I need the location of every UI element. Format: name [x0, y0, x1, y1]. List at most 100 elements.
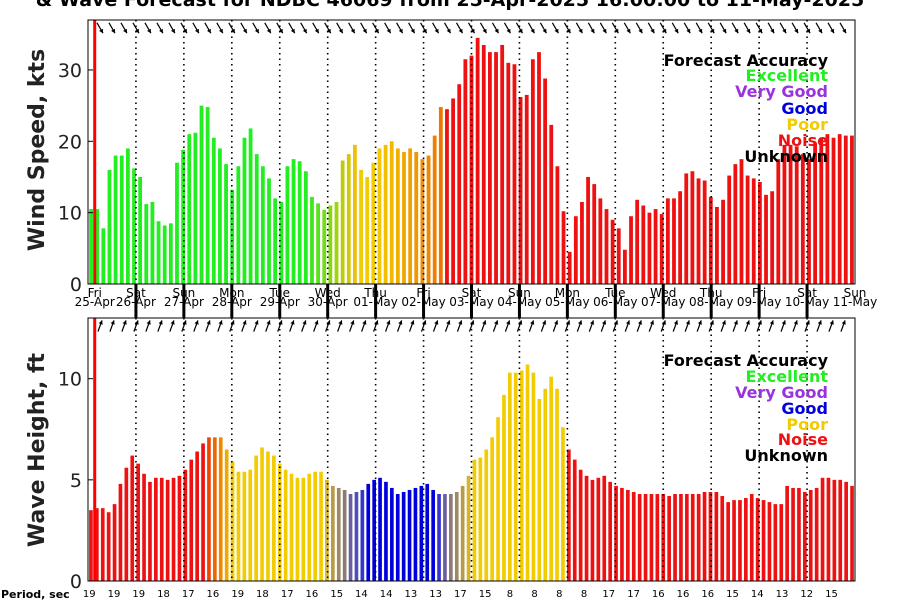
wind-bar [807, 159, 811, 284]
wave-bar [513, 372, 518, 581]
wind-bar [377, 148, 382, 284]
direction-arrow-icon [96, 22, 104, 34]
wave-ylabel: Wave Height, ft [25, 352, 50, 547]
wave-bar [100, 508, 105, 581]
wave-bar [254, 455, 258, 581]
wave-bar [808, 489, 813, 581]
wave-bar [478, 457, 483, 581]
wave-bar [112, 504, 117, 581]
date-label: 05-May [545, 295, 589, 309]
wave-bar [702, 491, 707, 581]
date-label: 27-Apr [164, 295, 204, 309]
wave-bar [519, 370, 524, 581]
direction-arrow-icon [599, 22, 607, 34]
direction-arrow-icon [132, 22, 140, 34]
wind-bar [690, 171, 695, 284]
direction-arrow-icon [480, 320, 487, 332]
direction-arrow-icon [695, 22, 703, 34]
wave-bar [165, 479, 170, 581]
wind-bar [721, 199, 725, 284]
wind-bar [414, 152, 419, 284]
day-tick [422, 284, 426, 318]
wind-panel: 0 10 20 30 Wind Speed, kts Forecast Accurac… [25, 19, 856, 296]
wave-bar [814, 487, 819, 581]
direction-arrow-icon [432, 22, 440, 34]
wave-bar [732, 500, 736, 581]
period-value: 17 [602, 589, 615, 600]
direction-arrow-icon [396, 22, 404, 34]
direction-arrow-icon [491, 22, 499, 34]
wave-bar [797, 487, 801, 581]
direction-arrow-icon [108, 22, 116, 34]
wind-bar [665, 198, 670, 284]
wave-bar [213, 437, 217, 581]
direction-arrow-icon [240, 22, 248, 34]
direction-arrow-icon [552, 320, 559, 332]
wind-legend-noise: Noise [778, 131, 828, 150]
direction-arrow-icon [217, 320, 223, 332]
direction-arrow-icon [479, 22, 487, 34]
date-axis: Fri25-AprSat26-AprSun27-AprMon28-AprTue2… [75, 284, 877, 318]
wind-bar [316, 203, 320, 284]
direction-arrow-icon [180, 22, 188, 34]
wave-bar [443, 494, 447, 581]
direction-arrow-icon [551, 22, 559, 34]
direction-arrow-icon [301, 320, 307, 332]
wind-bar [205, 107, 210, 284]
direction-arrow-icon [467, 22, 476, 34]
period-value: 8 [581, 589, 587, 600]
direction-arrow-icon [624, 320, 630, 332]
direction-arrow-icon [372, 22, 380, 34]
day-tick [757, 284, 761, 318]
direction-arrow-icon [336, 22, 344, 34]
wind-bar [365, 176, 370, 284]
wind-bar [488, 52, 492, 284]
direction-arrow-icon [611, 22, 619, 34]
wind-bar [113, 155, 118, 284]
wind-bar [647, 212, 652, 284]
direction-arrow-icon [420, 22, 428, 34]
wind-bar [512, 64, 517, 285]
wind-bar [218, 148, 222, 284]
wave-bar [431, 489, 435, 581]
day-tick [278, 284, 282, 318]
wave-bar [561, 427, 565, 581]
wind-bar [794, 146, 799, 284]
wave-bar [325, 479, 329, 581]
wave-bar [590, 479, 595, 581]
direction-arrow-icon [744, 320, 750, 332]
wave-bar [696, 494, 701, 581]
wind-bar [119, 155, 124, 284]
wind-bar [395, 148, 400, 284]
direction-arrow-icon [361, 320, 367, 332]
wave-bar [543, 388, 548, 581]
wave-bar [844, 481, 848, 581]
period-value: 8 [507, 589, 513, 600]
date-day-label: Sat [462, 286, 482, 300]
direction-arrow-icon [623, 22, 631, 34]
wave-bar [584, 475, 589, 581]
wave-bar [578, 469, 583, 581]
wind-bar [592, 184, 597, 284]
direction-arrow-icon [169, 320, 175, 332]
wind-bar [389, 141, 394, 284]
wind-bar [291, 159, 296, 284]
wind-bar [524, 94, 529, 284]
wave-bar [767, 502, 772, 581]
wind-bar [819, 137, 824, 284]
direction-arrow-icon [815, 22, 823, 34]
date-day-label: Fri [752, 286, 766, 300]
direction-arrow-icon [121, 320, 127, 332]
wind-bar [537, 52, 541, 284]
direction-arrow-icon [588, 320, 595, 332]
wind-ytick-label: 10 [58, 203, 82, 225]
wave-bar [319, 471, 323, 581]
wind-bar [211, 137, 216, 284]
wave-bar [336, 487, 341, 581]
wave-bar [761, 500, 766, 581]
date-label: 28-Apr [212, 295, 252, 309]
direction-arrow-icon [456, 22, 464, 34]
period-value: 19 [83, 589, 96, 600]
wind-bar [481, 44, 486, 284]
wave-bar [602, 475, 607, 581]
